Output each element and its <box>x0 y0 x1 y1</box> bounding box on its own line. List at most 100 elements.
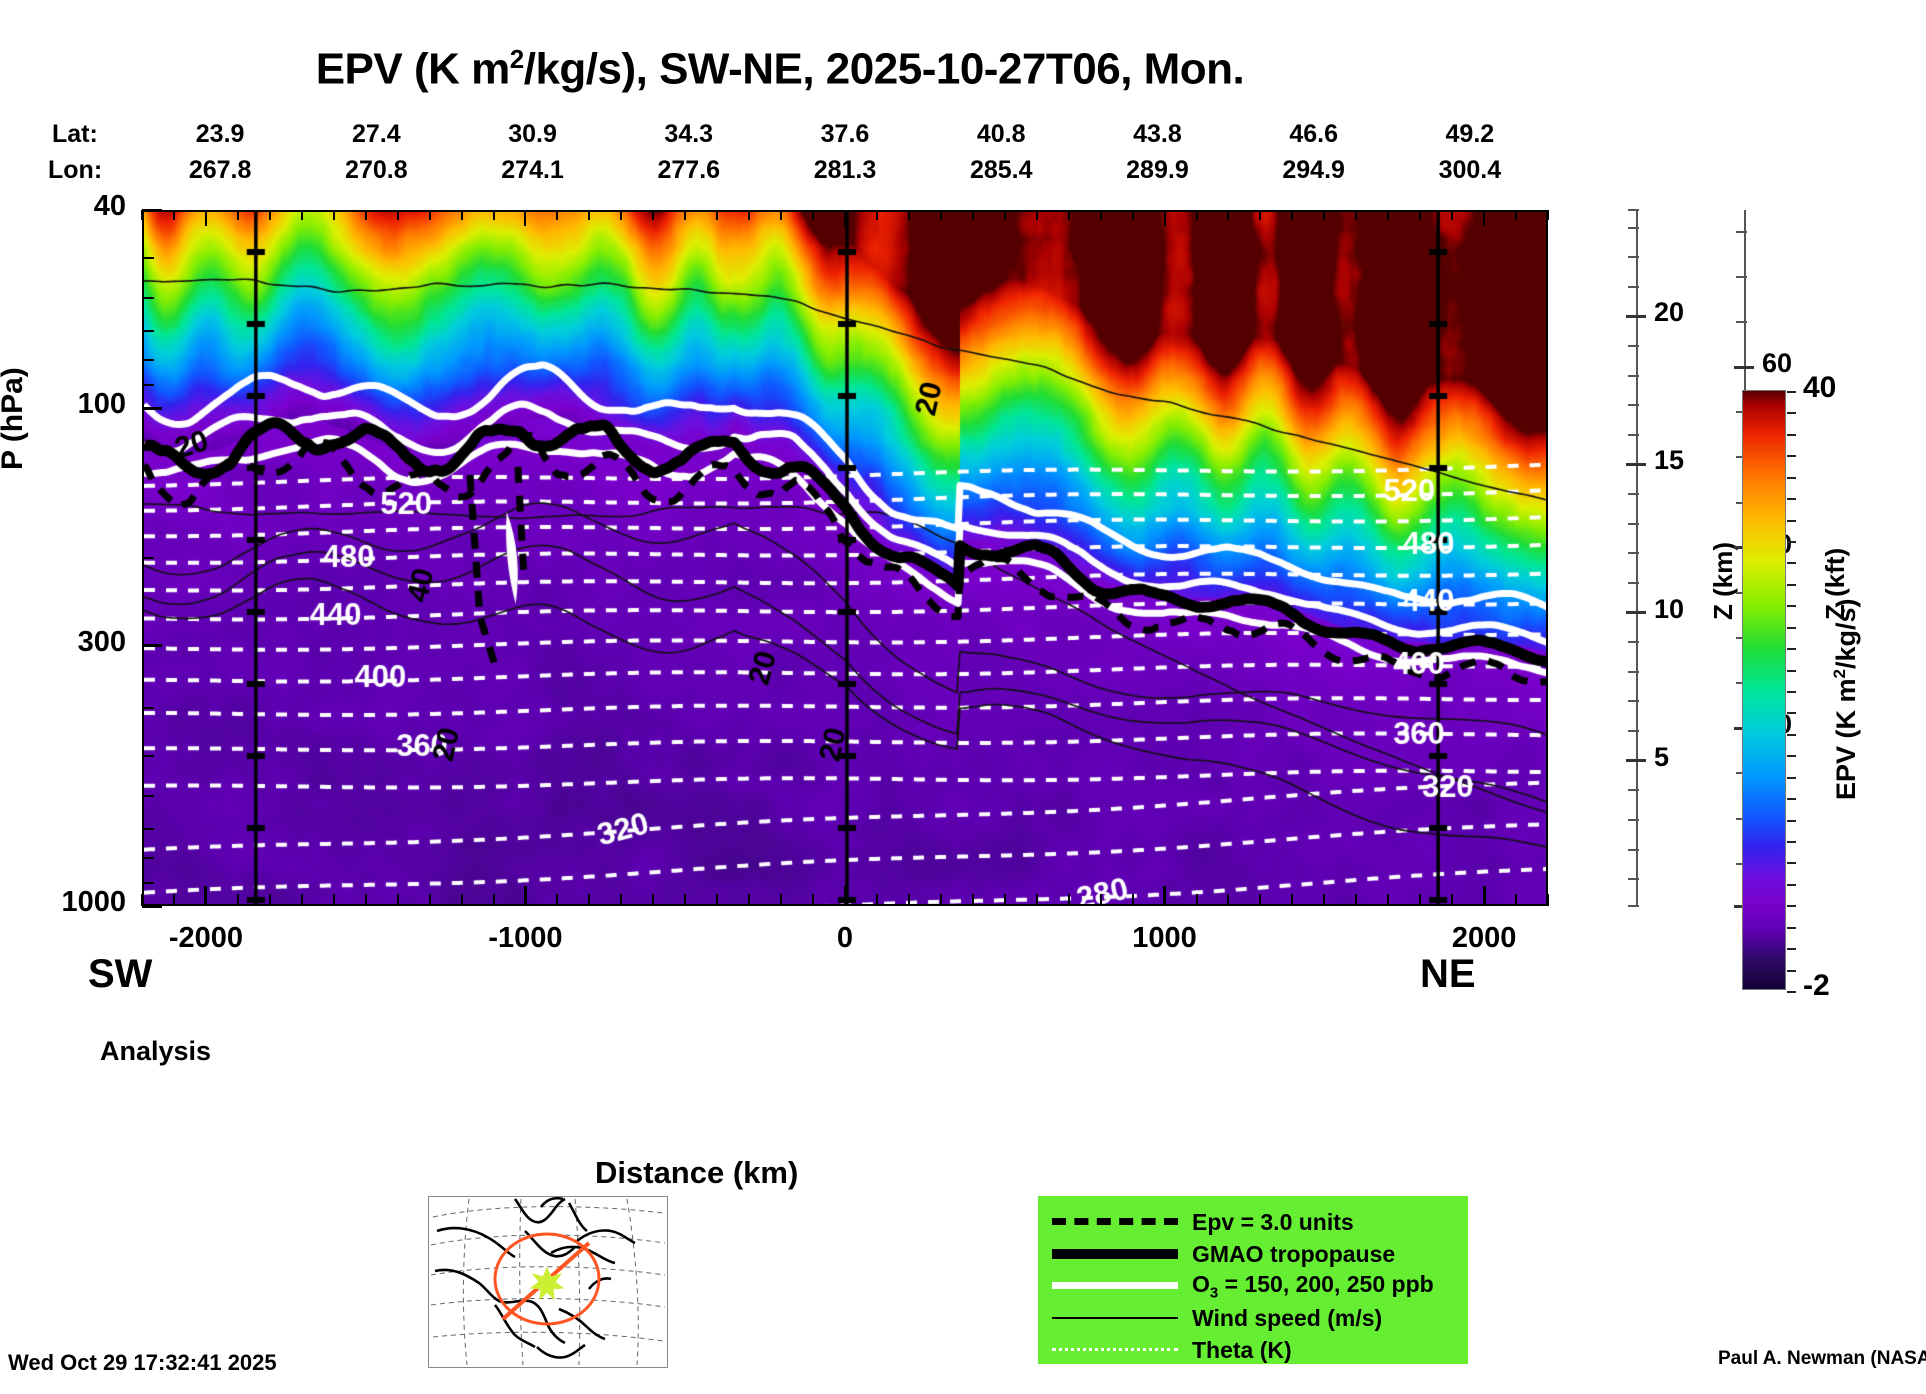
x-axis-minor-tick <box>812 894 815 906</box>
colorbar-tick <box>1787 455 1796 458</box>
z-km-axis-title: Z (km) <box>1708 542 1738 620</box>
lat-value-4: 37.6 <box>820 120 870 148</box>
colorbar-tick <box>1787 991 1796 993</box>
x-axis-top-tick <box>1419 210 1422 220</box>
colorbar-tick <box>1787 498 1796 501</box>
z-km-minor-tick <box>1628 730 1639 733</box>
x-axis-minor-tick <box>141 894 143 906</box>
x-axis-major-tick <box>523 886 527 906</box>
lat-value-2: 30.9 <box>508 120 557 148</box>
y-axis-minor-tick <box>142 827 154 830</box>
x-axis-top-tick <box>939 210 942 220</box>
x-axis-top-tick <box>1451 210 1454 220</box>
x-axis-minor-tick <box>1003 894 1006 906</box>
z-km-minor-tick <box>1628 818 1639 821</box>
legend-key <box>1052 1270 1178 1302</box>
colorbar-tick <box>1787 519 1796 522</box>
z-kft-minor-tick <box>1736 320 1747 323</box>
x-axis-minor-tick <box>460 894 463 906</box>
x-axis-top-tick <box>875 210 878 220</box>
x-axis-major-tick <box>204 886 208 906</box>
colorbar-tick <box>1787 905 1796 908</box>
lon-value-4: 281.3 <box>813 156 877 184</box>
legend-label: Theta (K) <box>1192 1336 1292 1363</box>
lon-value-3: 277.6 <box>657 156 721 184</box>
dotted-line-icon <box>1052 1348 1178 1351</box>
lon-row-label: Lon: <box>48 156 103 184</box>
cross-section-plot <box>142 210 1548 906</box>
x-axis-major-tick <box>1482 886 1486 906</box>
colorbar-tick <box>1787 755 1796 758</box>
x-axis-label-2: 0 <box>836 922 854 954</box>
lon-value-0: 267.8 <box>188 156 252 184</box>
x-axis-minor-tick <box>1515 894 1518 906</box>
x-axis-minor-tick <box>684 894 687 906</box>
x-axis-minor-tick <box>1099 894 1102 906</box>
z-km-major-tick <box>1626 759 1646 763</box>
legend-label: Epv = 3.0 units <box>1192 1208 1354 1235</box>
x-axis-top-tick <box>141 210 143 220</box>
legend-row: Theta (K) <box>1038 1334 1468 1366</box>
thick-line-icon <box>1052 1249 1178 1259</box>
thin-line-icon <box>1052 1317 1178 1319</box>
x-axis-top-tick <box>492 210 495 220</box>
x-axis-major-tick <box>1163 886 1167 906</box>
y-axis-minor-tick <box>142 296 154 299</box>
x-axis-minor-tick <box>652 894 655 906</box>
z-km-label-2: 10 <box>1654 593 1685 624</box>
y-axis-minor-tick <box>142 755 154 758</box>
y-axis-minor-tick <box>142 794 154 797</box>
z-km-minor-tick <box>1628 552 1639 555</box>
z-km-minor-tick <box>1628 374 1639 377</box>
legend-row: GMAO tropopause <box>1038 1238 1468 1270</box>
x-axis-top-tick <box>268 210 271 220</box>
colorbar-tick <box>1787 712 1796 715</box>
x-axis-minor-tick <box>588 894 591 906</box>
z-km-major-tick <box>1626 611 1646 615</box>
z-kft-minor-tick <box>1736 230 1747 233</box>
colorbar-tick <box>1787 733 1796 736</box>
x-axis-minor-tick <box>236 894 239 906</box>
x-axis-minor-tick <box>1355 894 1358 906</box>
x-axis-minor-tick <box>620 894 623 906</box>
x-axis-top-tick <box>1483 210 1486 226</box>
y-axis-minor-tick <box>142 384 154 387</box>
colorbar-tick <box>1787 883 1796 886</box>
x-axis-top-tick <box>1163 210 1166 226</box>
lat-value-0: 23.9 <box>195 120 245 148</box>
lon-value-8: 300.4 <box>1438 156 1502 184</box>
z-kft-minor-tick <box>1736 275 1747 278</box>
colorbar-tick <box>1787 926 1796 929</box>
x-axis-minor-tick <box>1547 894 1549 906</box>
y-axis-minor-tick <box>142 257 154 260</box>
z-km-minor-tick <box>1628 641 1639 644</box>
x-axis-top-tick <box>204 210 207 226</box>
z-km-minor-tick <box>1628 433 1639 436</box>
map-range-circle-icon <box>493 1232 601 1326</box>
z-km-minor-tick <box>1628 404 1639 407</box>
colorbar-tick <box>1787 626 1796 629</box>
legend-key <box>1052 1334 1178 1366</box>
x-axis-top-tick <box>588 210 591 220</box>
generation-timestamp: Wed Oct 29 17:32:41 2025 <box>8 1350 277 1375</box>
x-axis-top-tick <box>1259 210 1262 220</box>
z-km-major-tick <box>1626 462 1646 466</box>
x-axis-minor-tick <box>1195 894 1198 906</box>
colorbar-tick <box>1787 412 1796 415</box>
colorbar-tick <box>1787 669 1796 672</box>
title-prefix: EPV (K m <box>315 44 511 94</box>
x-axis-minor-tick <box>1291 894 1294 906</box>
x-axis-label-1: -1000 <box>488 922 563 954</box>
colorbar-tick <box>1787 391 1796 393</box>
z-km-minor-tick <box>1628 848 1639 851</box>
lat-value-7: 46.6 <box>1289 120 1338 148</box>
x-axis-minor-tick <box>364 894 367 906</box>
x-axis-minor-tick <box>1387 894 1390 906</box>
y-axis-minor-tick <box>142 882 154 885</box>
z-km-axis-line <box>1636 210 1638 906</box>
colorbar-tick <box>1787 798 1796 801</box>
z-km-minor-tick <box>1628 285 1639 288</box>
y-axis-minor-tick <box>142 330 154 332</box>
y-axis-minor-tick <box>142 856 154 859</box>
analysis-label: Analysis <box>100 1036 212 1066</box>
